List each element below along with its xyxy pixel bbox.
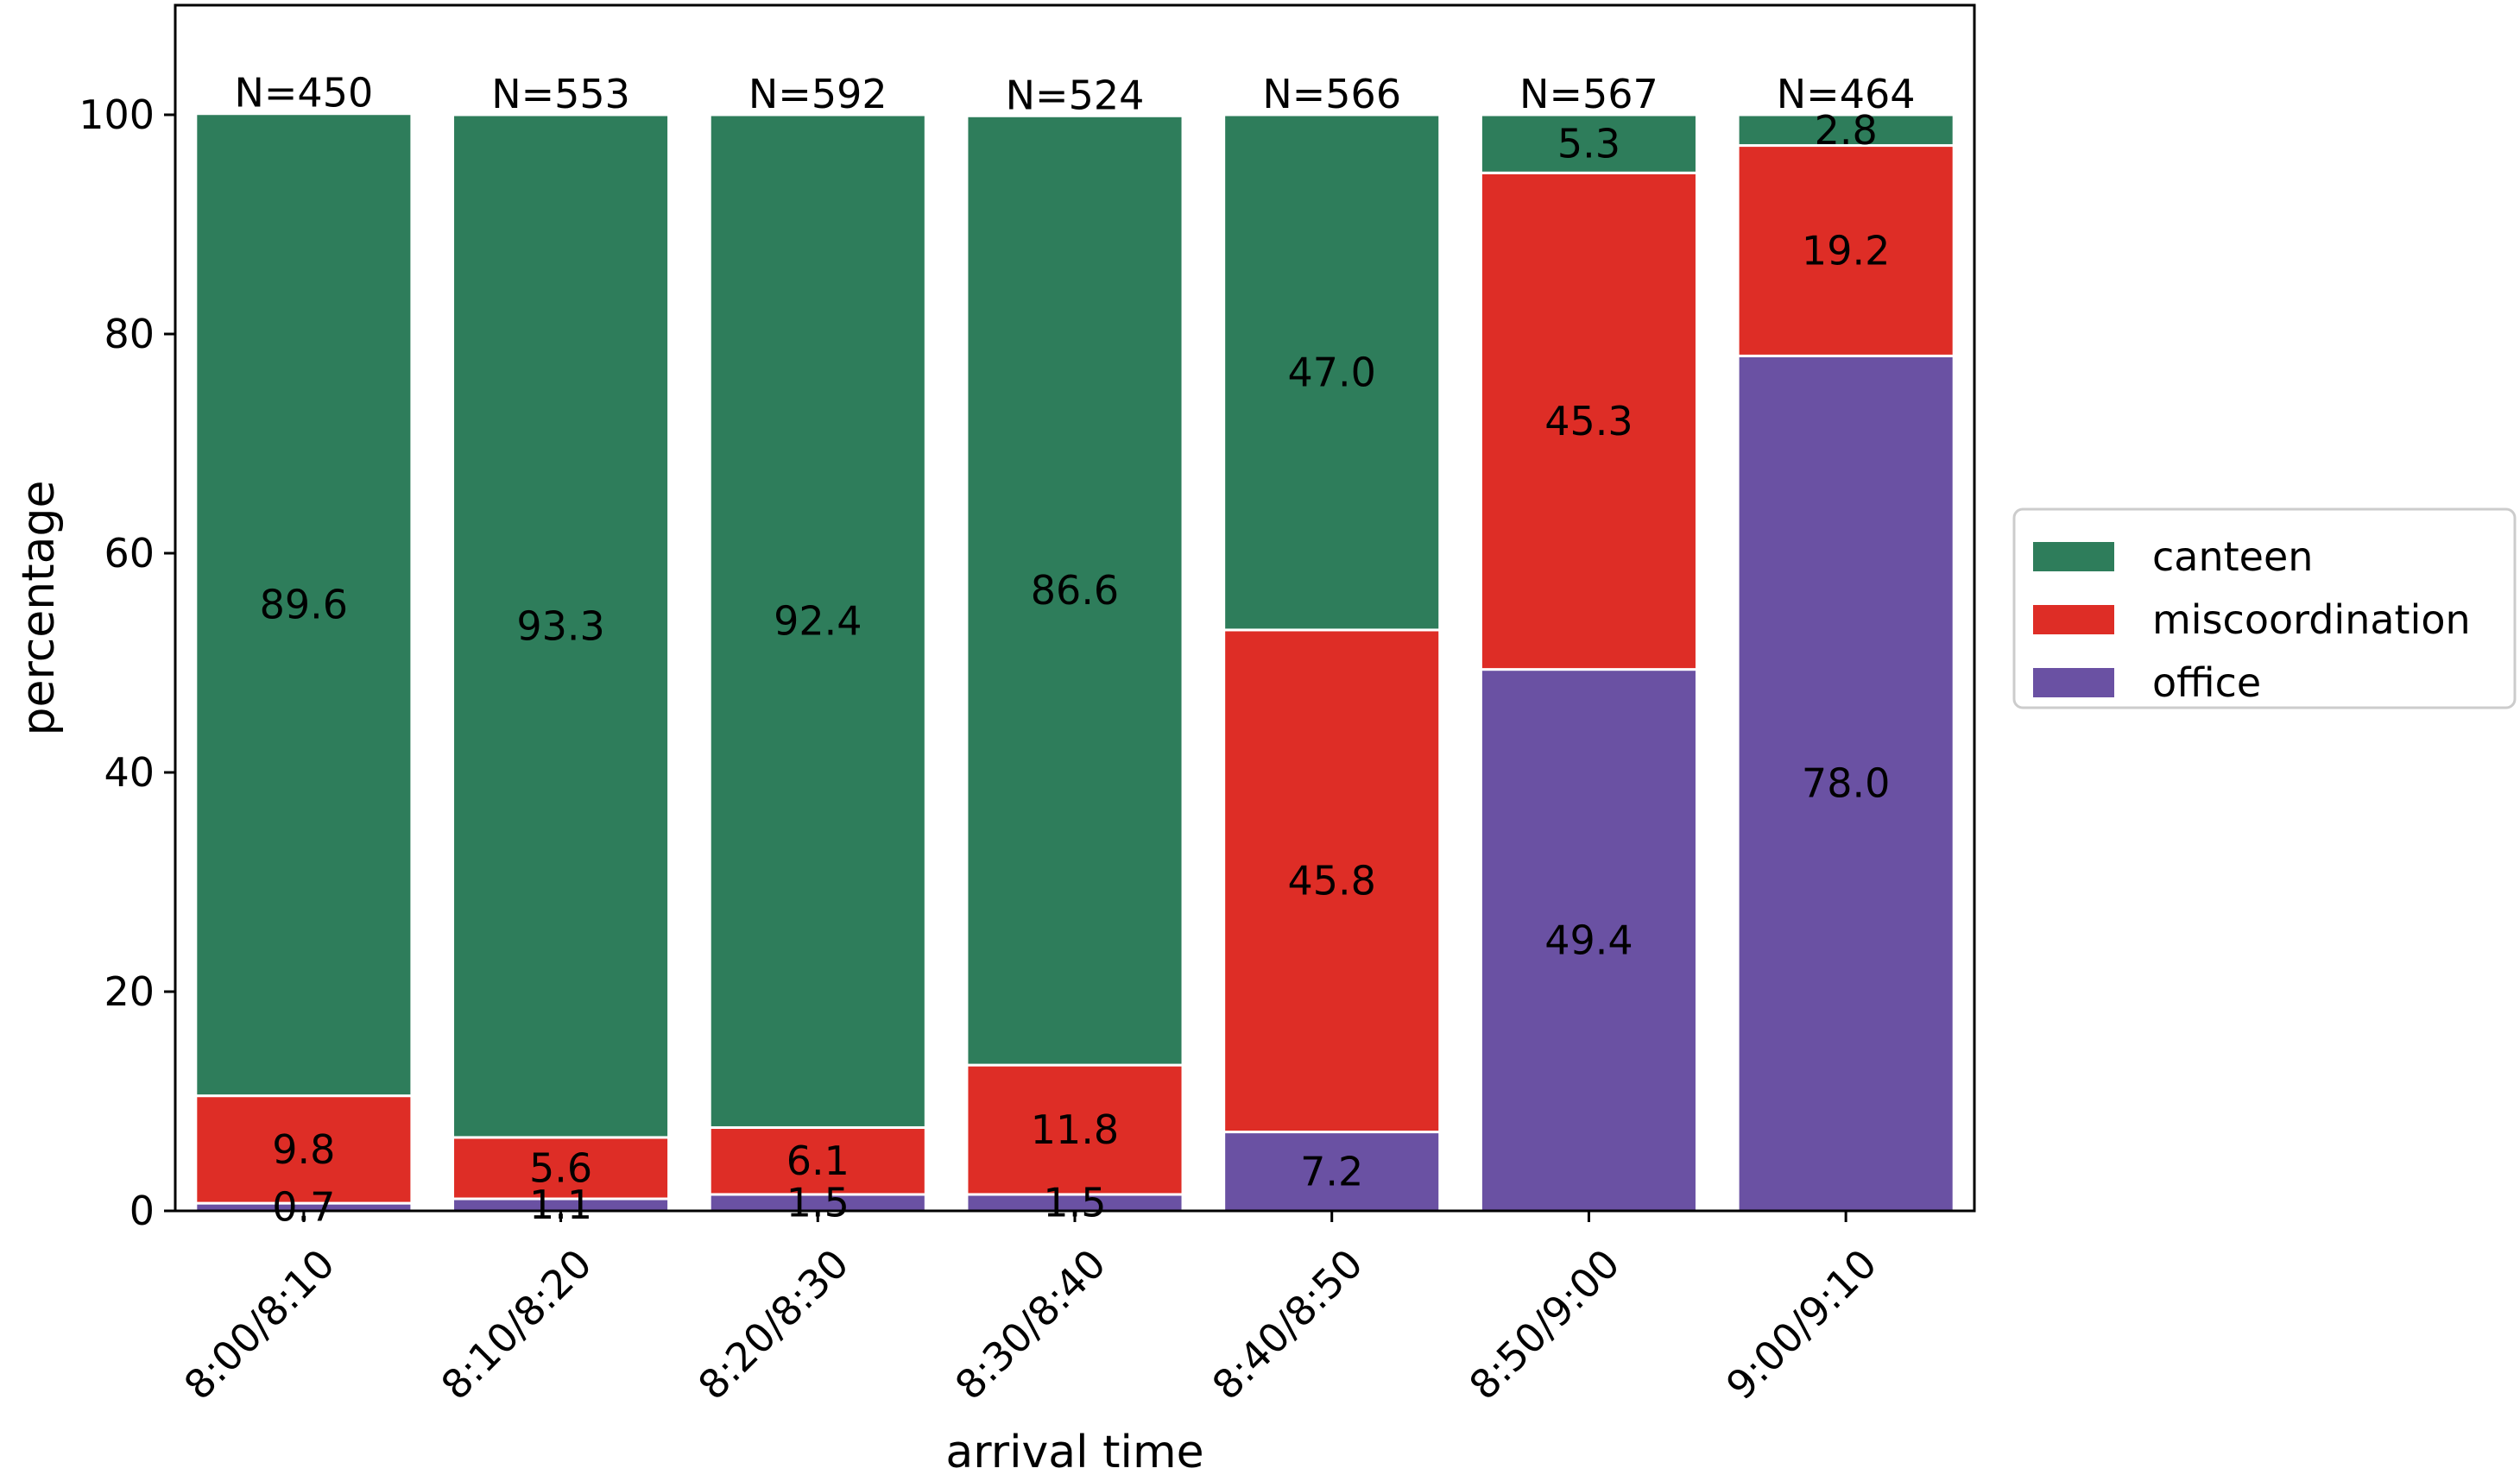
x-tick-label: 8:30/8:40: [946, 1240, 1115, 1409]
data-label-canteen: 92.4: [774, 598, 862, 645]
legend-swatch-miscoordination: [2033, 605, 2114, 634]
data-label-canteen: 2.8: [1815, 107, 1878, 154]
legend-label-miscoordination: miscoordination: [2152, 596, 2471, 643]
bar-segment-canteen: [194, 112, 414, 1098]
data-label-miscoordination: 5.6: [529, 1144, 592, 1191]
bar-segment-miscoordination: [1479, 171, 1698, 671]
bar-segment-miscoordination: [194, 1094, 414, 1205]
bar-segment-canteen: [1736, 113, 1955, 148]
y-tick-label: 40: [104, 749, 155, 796]
data-label-miscoordination: 9.8: [272, 1126, 335, 1173]
y-tick-label: 0: [129, 1188, 155, 1234]
x-tick-label: 8:00/8:10: [175, 1240, 344, 1409]
x-tick-label: 9:00/9:10: [1717, 1240, 1885, 1409]
data-label-miscoordination: 11.8: [1031, 1106, 1119, 1153]
bar-segment-canteen: [965, 114, 1184, 1067]
legend-label-canteen: canteen: [2152, 533, 2313, 580]
bar-segment-miscoordination: [1222, 628, 1442, 1134]
total-count-label: N=553: [491, 71, 630, 117]
bar-segment-canteen: [452, 113, 671, 1139]
bar-segment-office: [1736, 354, 1955, 1213]
legend-swatch-canteen: [2033, 542, 2114, 571]
data-label-miscoordination: 45.3: [1544, 398, 1633, 444]
bar-segment-canteen: [708, 113, 927, 1129]
legend: canteen miscoordination office: [2012, 507, 2517, 709]
data-label-office: 7.2: [1300, 1148, 1363, 1194]
x-tick-label: 8:10/8:20: [432, 1240, 600, 1409]
total-count-label: N=464: [1777, 71, 1916, 117]
y-tick-label: 80: [104, 311, 155, 357]
data-label-miscoordination: 19.2: [1802, 227, 1890, 274]
data-label-canteen: 89.6: [260, 582, 348, 628]
bar-segment-office: [1222, 1131, 1442, 1213]
data-label-office: 78.0: [1802, 760, 1890, 807]
data-label-miscoordination: 45.8: [1288, 858, 1376, 904]
y-tick-label: 60: [104, 530, 155, 577]
total-count-label: N=566: [1262, 71, 1401, 117]
x-axis-title: arrival time: [945, 1427, 1203, 1478]
y-tick-label: 100: [79, 91, 155, 138]
data-label-office: 0.7: [272, 1184, 335, 1231]
total-count-label: N=450: [234, 70, 373, 117]
y-axis-title: percentage: [13, 480, 65, 735]
legend-label-office: office: [2152, 659, 2261, 706]
x-tick-label: 8:20/8:30: [689, 1240, 857, 1409]
data-label-canteen: 5.3: [1557, 121, 1620, 167]
data-label-canteen: 47.0: [1288, 349, 1376, 395]
total-count-label: N=524: [1006, 72, 1145, 118]
data-label-miscoordination: 6.1: [786, 1138, 849, 1184]
total-count-label: N=592: [748, 71, 887, 117]
bars-layer: [194, 112, 1955, 1213]
x-tick-label: 8:40/8:50: [1203, 1240, 1372, 1409]
legend-frame: [2012, 507, 2517, 709]
bar-segment-miscoordination: [452, 1136, 671, 1201]
bar-segment-miscoordination: [1736, 144, 1955, 357]
x-tick-label: 8:50/9:00: [1460, 1240, 1628, 1409]
data-label-canteen: 86.6: [1031, 567, 1119, 614]
data-label-office: 49.4: [1544, 917, 1633, 963]
bar-segment-canteen: [1222, 113, 1442, 632]
bar-segment-canteen: [1479, 113, 1698, 174]
total-count-label: N=567: [1519, 71, 1658, 117]
bar-segment-office: [1479, 668, 1698, 1213]
data-labels-layer: 0.79.889.6N=4501.15.693.3N=5531.56.192.4…: [234, 70, 1915, 1231]
y-tick-label: 20: [104, 968, 155, 1015]
bar-segment-miscoordination: [965, 1063, 1184, 1196]
data-label-canteen: 93.3: [516, 602, 604, 649]
legend-swatch-office: [2033, 668, 2114, 697]
